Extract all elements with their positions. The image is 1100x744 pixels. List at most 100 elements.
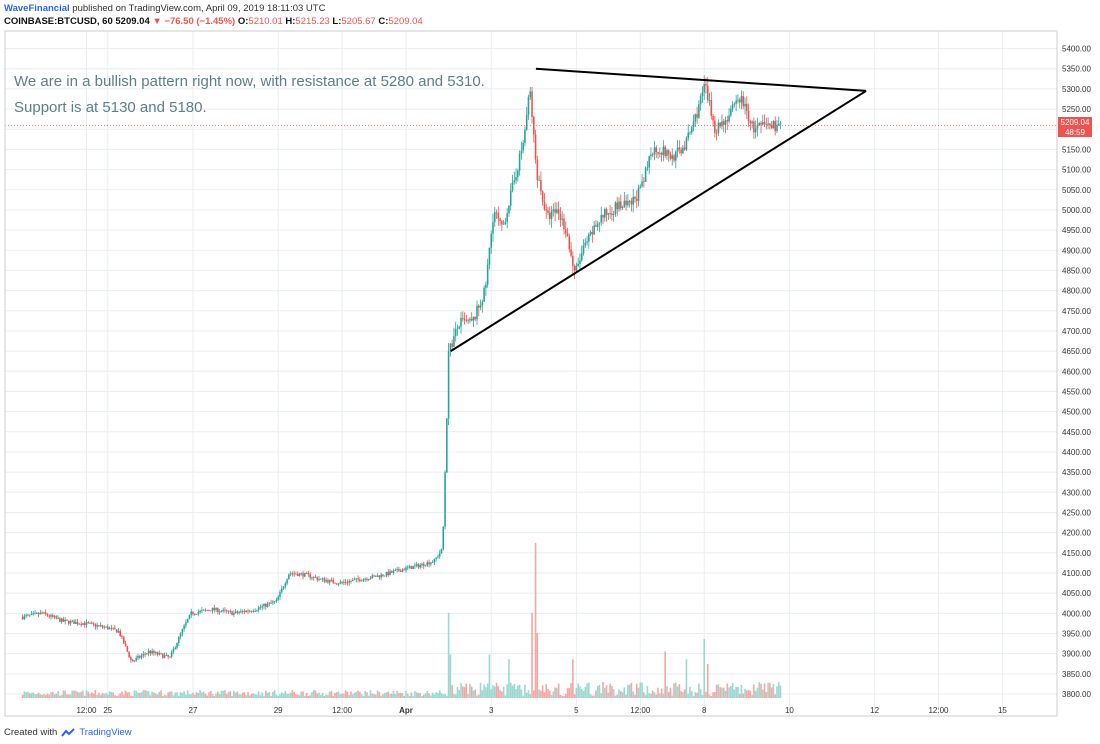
candle-body: [369, 578, 372, 580]
candle-body: [447, 351, 450, 419]
volume-bar: [350, 691, 352, 698]
candle-body: [256, 610, 258, 611]
volume-bar: [67, 694, 70, 698]
candle-body: [332, 579, 335, 583]
candle-body: [146, 653, 148, 655]
volume-bar: [376, 690, 379, 698]
volume-bar: [209, 690, 212, 698]
candle-body: [641, 181, 643, 187]
tradingview-logo-icon: [61, 727, 76, 737]
volume-bar: [307, 695, 310, 698]
candle-body: [442, 526, 445, 549]
volume-bar: [547, 689, 549, 698]
y-tick-label: 4700.00: [1062, 327, 1091, 336]
volume-bar: [559, 695, 562, 698]
candle-body: [94, 624, 97, 627]
candle-body: [595, 225, 597, 227]
candle-body: [211, 607, 214, 612]
volume-bar: [122, 694, 125, 698]
x-tick-label: 15: [998, 706, 1007, 715]
candle-body: [508, 205, 510, 214]
volume-bar: [295, 694, 297, 698]
volume-bar: [749, 690, 752, 698]
volume-bar: [186, 690, 189, 698]
candle-body: [69, 621, 72, 624]
candle-body: [728, 115, 730, 122]
candle-body: [391, 571, 393, 573]
volume-bar: [241, 692, 244, 698]
volume-bar: [378, 691, 381, 698]
volume-bar: [524, 684, 526, 698]
candle-body: [488, 247, 491, 265]
volume-bar: [733, 689, 736, 698]
volume-bar: [735, 686, 737, 698]
candle-body: [596, 223, 599, 227]
candle-body: [215, 607, 217, 611]
trendline-resistance[interactable]: [535, 67, 867, 92]
volume-bar: [721, 687, 723, 698]
volume-bar: [279, 694, 281, 698]
author-name[interactable]: WaveFinancial: [4, 3, 70, 14]
volume-bar: [776, 686, 778, 698]
candle-body: [325, 580, 327, 582]
candle-body: [740, 96, 743, 103]
volume-bar: [114, 695, 116, 698]
volume-bar: [543, 692, 546, 698]
volume-bar: [513, 684, 516, 698]
tradingview-brand[interactable]: TradingView: [79, 727, 132, 738]
candle-body: [591, 232, 594, 235]
candle-body: [676, 147, 679, 152]
volume-bar: [227, 692, 230, 698]
candle-body: [605, 209, 608, 215]
candle-body: [477, 305, 480, 308]
annotation-line-1[interactable]: We are in a bullish pattern right now, w…: [14, 73, 485, 90]
candle-body: [634, 196, 636, 199]
volume-bar: [456, 686, 459, 698]
candle-body: [323, 578, 326, 582]
volume-bar: [85, 690, 88, 698]
volume-bar: [348, 694, 350, 698]
candle-body: [293, 573, 295, 575]
volume-bar: [373, 694, 375, 698]
volume-bar: [316, 693, 319, 698]
candle-body: [378, 575, 381, 578]
candle-body: [131, 659, 134, 662]
volume-bar: [30, 692, 33, 698]
candle-body: [128, 651, 130, 658]
candle-body: [648, 156, 650, 168]
volume-bar: [76, 691, 79, 698]
candle-body: [621, 206, 624, 209]
volume-bar: [224, 690, 226, 698]
volume-bar: [604, 687, 606, 698]
volume-bar: [541, 685, 544, 698]
volume-bar: [570, 683, 572, 698]
trendline-support[interactable]: [450, 90, 867, 352]
candle-body: [540, 179, 542, 192]
volume-bar: [650, 693, 652, 698]
candle-body: [359, 579, 361, 582]
volume-bar: [584, 686, 587, 698]
candle-body: [62, 618, 65, 622]
candle-body: [660, 153, 663, 155]
volume-bar: [112, 692, 114, 698]
volume-bar: [502, 686, 505, 698]
y-tick-label: 4850.00: [1062, 266, 1091, 275]
candle-body: [304, 572, 306, 577]
volume-bar: [777, 682, 780, 698]
volume-bar: [48, 694, 51, 698]
volume-bar: [675, 682, 677, 698]
candle-body: [83, 623, 86, 625]
candle-body: [643, 181, 645, 183]
volume-bar: [39, 694, 42, 698]
candle-body: [151, 650, 153, 654]
y-tick-label: 4450.00: [1062, 428, 1091, 437]
candle-body: [422, 563, 425, 566]
candle-body: [282, 586, 285, 589]
volume-bar: [596, 686, 599, 698]
candle-body: [137, 656, 139, 658]
volume-bar: [142, 690, 145, 698]
volume-bar: [50, 692, 52, 698]
annotation-line-2[interactable]: Support is at 5130 and 5180.: [14, 99, 207, 116]
candle-body: [497, 212, 500, 219]
